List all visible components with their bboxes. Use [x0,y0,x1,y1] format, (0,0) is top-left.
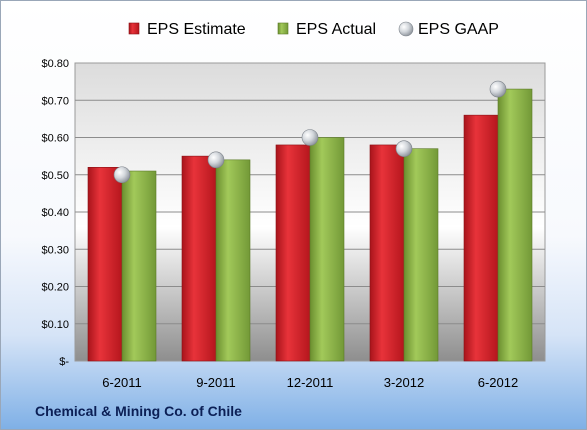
bar-eps-actual [121,170,157,362]
bar-eps-actual [497,88,533,362]
bar-eps-estimate [275,144,311,362]
legend-swatch-eps-actual [277,22,289,35]
company-name: Chemical & Mining Co. of Chile [35,403,242,419]
y-axis: $- $0.10 $0.20 $0.30 $0.40 $0.50 $0.60 $0.70 $0.… [41,58,69,368]
x-tick-label: 3-2012 [384,375,424,390]
x-axis: 6-2011 9-2011 12-2011 3-2012 6-2012 [102,375,518,390]
bar-eps-estimate [463,114,499,362]
marker-eps-gaap [489,80,507,98]
bar-eps-actual [215,159,251,362]
legend-label: EPS Actual [296,21,376,38]
marker-eps-gaap [207,151,225,169]
y-tick-label: $0.10 [41,319,69,331]
bar-eps-actual [309,137,345,362]
bar-eps-estimate [87,167,123,362]
bar-eps-estimate [369,144,405,362]
legend-swatch-eps-gaap [398,21,414,37]
legend-swatch-eps-estimate [128,22,140,35]
x-tick-label: 6-2011 [102,375,142,390]
marker-eps-gaap [113,166,131,184]
y-tick-label: $0.30 [41,244,69,256]
y-tick-label: $0.40 [41,207,69,219]
bar-eps-actual [403,148,439,362]
x-tick-label: 9-2011 [196,375,236,390]
y-tick-label: $0.70 [41,95,69,107]
marker-eps-gaap [395,140,413,157]
legend-label: EPS Estimate [147,21,246,38]
legend: EPS Estimate EPS Actual EPS GAAP [128,21,499,38]
y-tick-label: $0.50 [41,170,69,182]
y-tick-label: $0.60 [41,133,69,145]
marker-eps-gaap [301,129,319,146]
x-tick-label: 6-2012 [478,375,518,390]
y-tick-label: $0.20 [41,282,69,294]
bar-eps-estimate [181,155,217,362]
gaap-markers [113,80,507,184]
y-tick-label: $- [59,356,69,368]
bars [87,88,533,362]
legend-label: EPS GAAP [418,21,499,38]
y-tick-label: $0.80 [41,58,69,70]
x-tick-label: 12-2011 [287,375,334,390]
